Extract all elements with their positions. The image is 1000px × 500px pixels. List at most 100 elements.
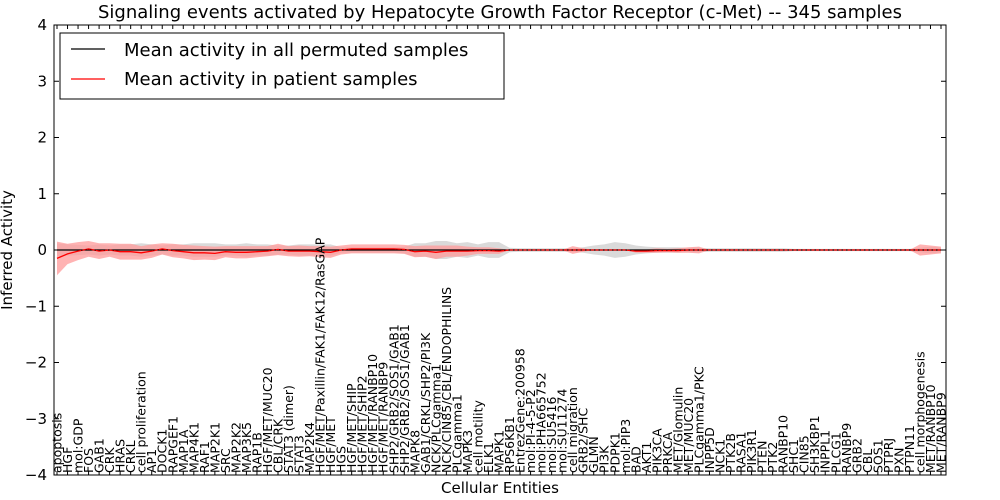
x-tick-label: PXN [891, 448, 906, 473]
x-tick-label: SH3KBP1 [807, 415, 822, 473]
x-tick-label: MET/MUC20 [681, 398, 696, 473]
x-tick-label: SRC [218, 448, 233, 473]
x-tick-label: DOCK1 [155, 429, 170, 473]
x-tick-label: mol:SU11274 [555, 389, 570, 473]
x-tick-label: HGF/MET/SHIP [344, 383, 359, 473]
x-tick-label: PDPK1 [607, 432, 622, 473]
y-tick-label: −3 [25, 410, 47, 428]
x-tick-label: GRB2/SHC [576, 408, 591, 473]
x-tick-label: STAT3 (dimer) [281, 385, 296, 473]
chart-title: Signaling events activated by Hepatocyte… [98, 2, 902, 23]
x-tick-label: GAB1/CRKL/SHP2/PI3K [418, 332, 433, 473]
y-axis-label: Inferred Activity [0, 190, 16, 310]
x-tick-label: HGF/MET/RANBP10 [365, 354, 380, 473]
x-tick-label: RPS6KB1 [502, 416, 517, 473]
legend-label-permuted: Mean activity in all permuted samples [124, 40, 468, 61]
x-tick-label: SOS1 [870, 439, 885, 473]
x-tick-label: HGF/MET/MUC20 [260, 367, 275, 473]
x-axis-label: Cellular Entities [441, 479, 559, 497]
bands-layer [57, 241, 941, 276]
x-tick-label: MAP2K1 [207, 422, 222, 473]
x-tick-label: HGF [60, 447, 75, 473]
x-tick-label: PLCgamma1 [449, 394, 464, 473]
x-tick-label: MET/RANBP9 [934, 392, 949, 473]
x-tick-label: PLCG1 [828, 432, 843, 473]
y-tick-label: −2 [25, 354, 47, 372]
x-tick-label: RANBP9 [839, 423, 854, 473]
x-tick-label: STAT3 [292, 435, 307, 473]
x-tick-label: mol:GDP [71, 418, 86, 473]
x-tick-label: AKT1 [639, 442, 654, 473]
x-tick-label: PI3K [597, 445, 612, 473]
x-tick-label: PTPRJ [881, 438, 896, 473]
x-tick-label: apoptosis [50, 413, 65, 473]
series-line-patient [56, 248, 941, 259]
x-tick-label: MET/Glomulin [670, 387, 685, 473]
x-tick-label: MAPK1 [492, 430, 507, 473]
x-tick-label: NCK/CIN85/CBL/ENDOPHILINS [439, 287, 454, 473]
x-tick-label: mol:PI-4-5-P2 [523, 389, 538, 473]
x-tick-label: NCK1 [713, 439, 728, 473]
legend-label-patient: Mean activity in patient samples [124, 69, 418, 90]
x-tick-label: SHC1 [786, 439, 801, 473]
x-tick-label: HGF/MET/Paxillin/FAK1/FAK12/RasGAP [313, 237, 328, 473]
x-tick-label: INPP5D [702, 427, 717, 473]
x-tick-label: MAP4K1 [186, 422, 201, 473]
x-tick-label: RAP1B [250, 432, 265, 473]
x-tick-label: HGS [334, 446, 349, 473]
y-tick-label: 2 [37, 129, 47, 147]
x-tick-label: PTEN [755, 441, 770, 473]
x-tick-label: PIK3R1 [744, 429, 759, 473]
x-tick-label: MAP3K5 [239, 422, 254, 473]
x-tick-label: RAF1 [197, 441, 212, 473]
x-tick-label: CRKL [123, 440, 138, 473]
x-tick-label: mol:PIP3 [618, 419, 633, 473]
x-tick-label: PTK2 [765, 442, 780, 473]
y-tick-label: 3 [37, 72, 47, 90]
x-tick-label: GRB2 [849, 438, 864, 473]
x-tick-label: SHP2/GRB2/SOS1/GAB1 [397, 324, 412, 473]
x-tick-label: HGF/MET [323, 416, 338, 473]
lines-layer [56, 248, 941, 259]
x-tick-label: BAD [628, 446, 643, 473]
x-tick-label: MAP2K4 [302, 422, 317, 473]
x-tick-label: RASA1 [734, 432, 749, 473]
x-tick-label: NCK/PLCgamma1 [428, 364, 443, 473]
x-tick-label: AP1 [144, 449, 159, 473]
x-tick-label: CRK [102, 447, 117, 473]
x-tick-label: RANBP10 [776, 415, 791, 473]
x-tick-label: RAPGEF1 [165, 416, 180, 473]
x-tick-label: EntrezGene:200958 [513, 348, 528, 473]
x-tick-label: cell motility [471, 399, 486, 473]
x-tick-label: MAPK8 [407, 430, 422, 473]
y-axis: −4 −3 −2 −1 0 1 2 3 4 [25, 16, 946, 484]
x-tick-label: PTPN11 [902, 425, 917, 473]
y-tick-label: 0 [37, 241, 47, 259]
x-tick-label: mol:SU5416 [544, 397, 559, 473]
legend: Mean activity in all permuted samples Me… [59, 32, 505, 100]
x-tick-label: FOS [81, 448, 96, 473]
x-tick-label: CBL/CRK [271, 418, 286, 473]
y-tick-label: 4 [37, 16, 47, 34]
x-tick-label: PLCgamma1/PKC [692, 366, 707, 473]
x-tick-label: SHP2/GRB2/SOS1/GAB1 [386, 324, 401, 473]
x-tick-label: mol:PHA665752 [534, 372, 549, 473]
legend-box [59, 32, 505, 100]
x-tick-label: MAPK3 [460, 430, 475, 473]
y-tick-label: −4 [25, 466, 47, 484]
x-tick-label: PTK2B [723, 433, 738, 473]
x-tick-label: HRAS [113, 439, 128, 473]
y-tick-label: 1 [37, 185, 47, 203]
x-tick-label: INPPL1 [818, 430, 833, 473]
x-tick-label: HGF/MET/SHIP2 [355, 375, 370, 473]
x-tick-label: cell proliferation [134, 371, 149, 473]
x-tick-label: PRKCA [660, 432, 675, 473]
x-tick-label: MAP2K2 [228, 422, 243, 473]
x-tick-label: CIN85 [797, 435, 812, 473]
x-tick-label: cell migration [565, 387, 580, 473]
x-tick-label: CBL [860, 449, 875, 473]
y-tick-label: −1 [25, 297, 47, 315]
x-tick-label: HGF/MET/RANBP9 [376, 362, 391, 473]
x-tick-label: MAP1A [176, 429, 191, 473]
